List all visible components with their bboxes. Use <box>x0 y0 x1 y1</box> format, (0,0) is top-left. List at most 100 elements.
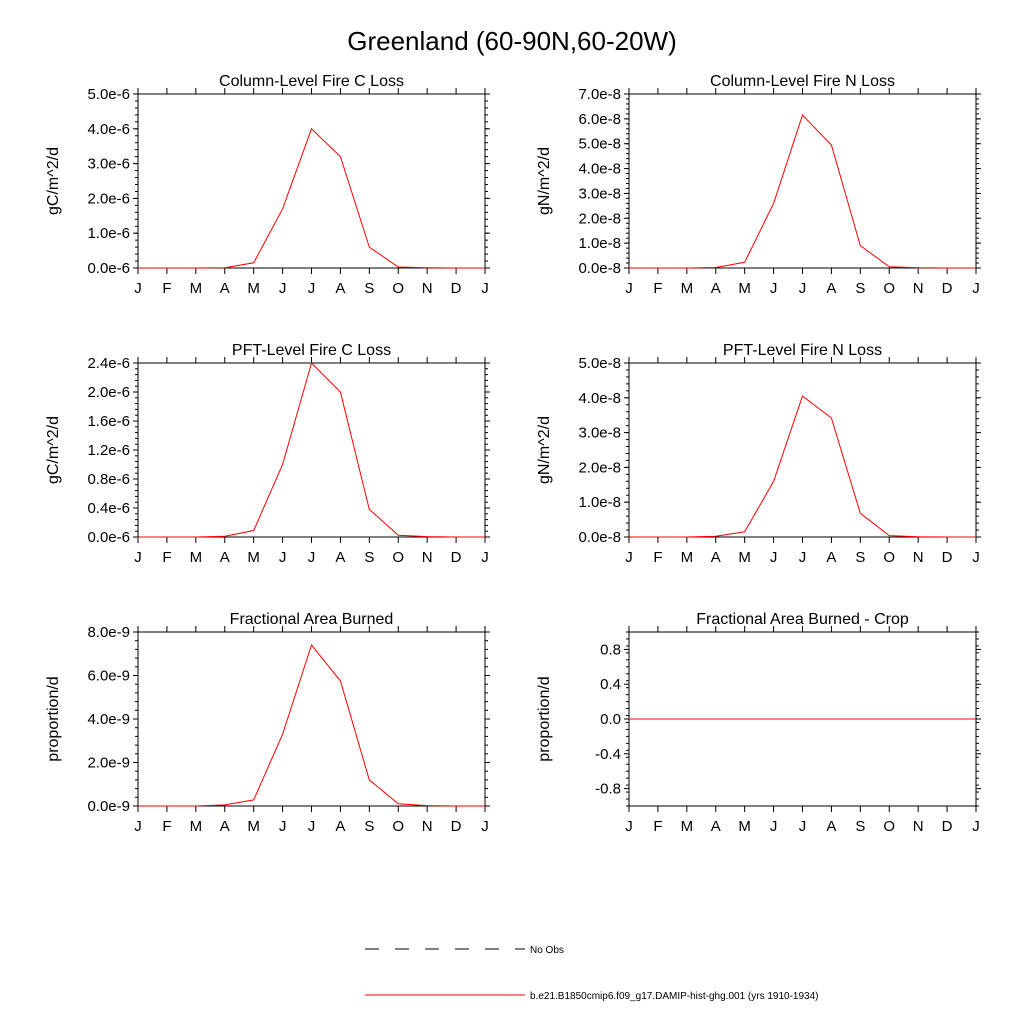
x-tick-label: J <box>481 818 489 835</box>
x-tick-label: J <box>799 549 807 566</box>
y-tick-label: 1.0e-8 <box>578 235 621 252</box>
series-line <box>138 127 485 269</box>
y-tick-label: 2.0e-9 <box>87 755 130 772</box>
y-tick-label: 0.0e-6 <box>87 260 130 277</box>
series-line <box>138 362 485 538</box>
panel-2: Column-Level Fire N Loss 0.0e-8 1.0e-8 2.0e… <box>536 73 981 297</box>
y-tick-label: 4.0e-9 <box>87 711 130 728</box>
x-tick-label: J <box>308 818 316 835</box>
x-tick-label: J <box>481 280 489 297</box>
y-tick-label: 0.0e-6 <box>87 529 130 546</box>
x-tick-label: F <box>162 818 171 835</box>
y-tick-label: 8.0e-9 <box>87 624 130 641</box>
x-tick-label: A <box>220 549 230 566</box>
x-tick-label: N <box>913 818 924 835</box>
x-tick-label: S <box>855 280 865 297</box>
y-tick-label: 0.4e-6 <box>87 500 130 517</box>
y-tick-label: -0.8 <box>595 781 621 798</box>
x-tick-label: J <box>972 549 980 566</box>
x-tick-label: D <box>451 818 462 835</box>
y-axis-label: proportion/d <box>536 676 553 761</box>
x-tick-label: M <box>190 280 203 297</box>
x-tick-label: F <box>162 549 171 566</box>
x-tick-label: A <box>826 818 836 835</box>
panel-title: Column-Level Fire N Loss <box>710 73 895 90</box>
x-tick-label: D <box>451 280 462 297</box>
y-tick-label: 6.0e-9 <box>87 668 130 685</box>
x-tick-label: M <box>247 818 260 835</box>
x-tick-label: J <box>279 280 287 297</box>
y-axis-label: gC/m^2/d <box>45 147 62 215</box>
y-tick-label: 7.0e-8 <box>578 86 621 103</box>
y-tick-label: 0.8e-6 <box>87 471 130 488</box>
panel-title: Fractional Area Burned - Crop <box>696 611 909 628</box>
x-tick-label: O <box>392 549 404 566</box>
x-tick-label: J <box>972 280 980 297</box>
plot-frame <box>137 362 486 538</box>
y-tick-label: 2.0e-8 <box>578 210 621 227</box>
x-tick-label: J <box>799 818 807 835</box>
figure-title: Greenland (60-90N,60-20W) <box>347 26 677 56</box>
x-tick-label: M <box>247 549 260 566</box>
x-tick-label: F <box>653 818 662 835</box>
panel-6: Fractional Area Burned - Crop -0.8 -0.4 0.0… <box>536 611 981 835</box>
y-tick-label: 0.0 <box>600 711 621 728</box>
y-tick-label: 0.0e-8 <box>578 529 621 546</box>
x-tick-label: A <box>711 280 721 297</box>
x-tick-label: M <box>247 280 260 297</box>
x-tick-label: O <box>392 280 404 297</box>
x-tick-label: M <box>190 818 203 835</box>
y-tick-label: 0.8 <box>600 641 621 658</box>
x-tick-label: A <box>335 280 345 297</box>
x-tick-label: J <box>134 818 142 835</box>
panels: Column-Level Fire C Loss 0.0e-6 1.0e-6 2.0e… <box>45 73 981 835</box>
x-tick-label: M <box>190 549 203 566</box>
x-tick-label: A <box>711 818 721 835</box>
x-tick-label: F <box>653 549 662 566</box>
y-axis-label: proportion/d <box>45 676 62 761</box>
y-tick-label: 5.0e-8 <box>578 136 621 153</box>
y-tick-label: 2.4e-6 <box>87 355 130 372</box>
y-tick-label: 1.0e-6 <box>87 225 130 242</box>
panel-3: PFT-Level Fire C Loss 0.0e-6 0.4e-6 0.8e-6 1… <box>45 342 490 566</box>
y-tick-label: 3.0e-8 <box>578 425 621 442</box>
x-tick-label: J <box>481 549 489 566</box>
panel-title: Fractional Area Burned <box>230 611 394 628</box>
plot-frame <box>628 362 977 538</box>
y-tick-label: 0.0e-8 <box>578 260 621 277</box>
x-tick-label: M <box>681 818 694 835</box>
x-tick-label: J <box>279 549 287 566</box>
x-tick-label: M <box>738 549 751 566</box>
x-tick-label: S <box>855 818 865 835</box>
y-tick-label: -0.4 <box>595 746 621 763</box>
x-tick-label: S <box>364 549 374 566</box>
x-tick-label: M <box>738 818 751 835</box>
x-tick-label: J <box>625 280 633 297</box>
y-tick-label: 2.0e-6 <box>87 190 130 207</box>
x-tick-label: D <box>942 549 953 566</box>
x-tick-label: J <box>799 280 807 297</box>
x-tick-label: A <box>826 280 836 297</box>
x-tick-label: O <box>883 818 895 835</box>
y-axis-label: gN/m^2/d <box>536 416 553 484</box>
x-tick-label: F <box>653 280 662 297</box>
x-tick-label: A <box>711 549 721 566</box>
x-tick-label: M <box>681 549 694 566</box>
x-tick-label: J <box>279 818 287 835</box>
x-tick-label: N <box>913 549 924 566</box>
x-tick-label: A <box>220 280 230 297</box>
y-axis-label: gN/m^2/d <box>536 147 553 215</box>
x-tick-label: J <box>770 549 778 566</box>
plot-frame <box>137 631 486 807</box>
x-tick-label: D <box>451 549 462 566</box>
y-tick-label: 4.0e-8 <box>578 390 621 407</box>
x-tick-label: O <box>883 280 895 297</box>
x-tick-label: J <box>770 818 778 835</box>
series-line <box>138 643 485 807</box>
panel-title: PFT-Level Fire C Loss <box>232 342 391 359</box>
y-tick-label: 5.0e-8 <box>578 355 621 372</box>
y-tick-label: 2.0e-6 <box>87 384 130 401</box>
x-tick-label: J <box>134 549 142 566</box>
y-tick-label: 4.0e-6 <box>87 121 130 138</box>
